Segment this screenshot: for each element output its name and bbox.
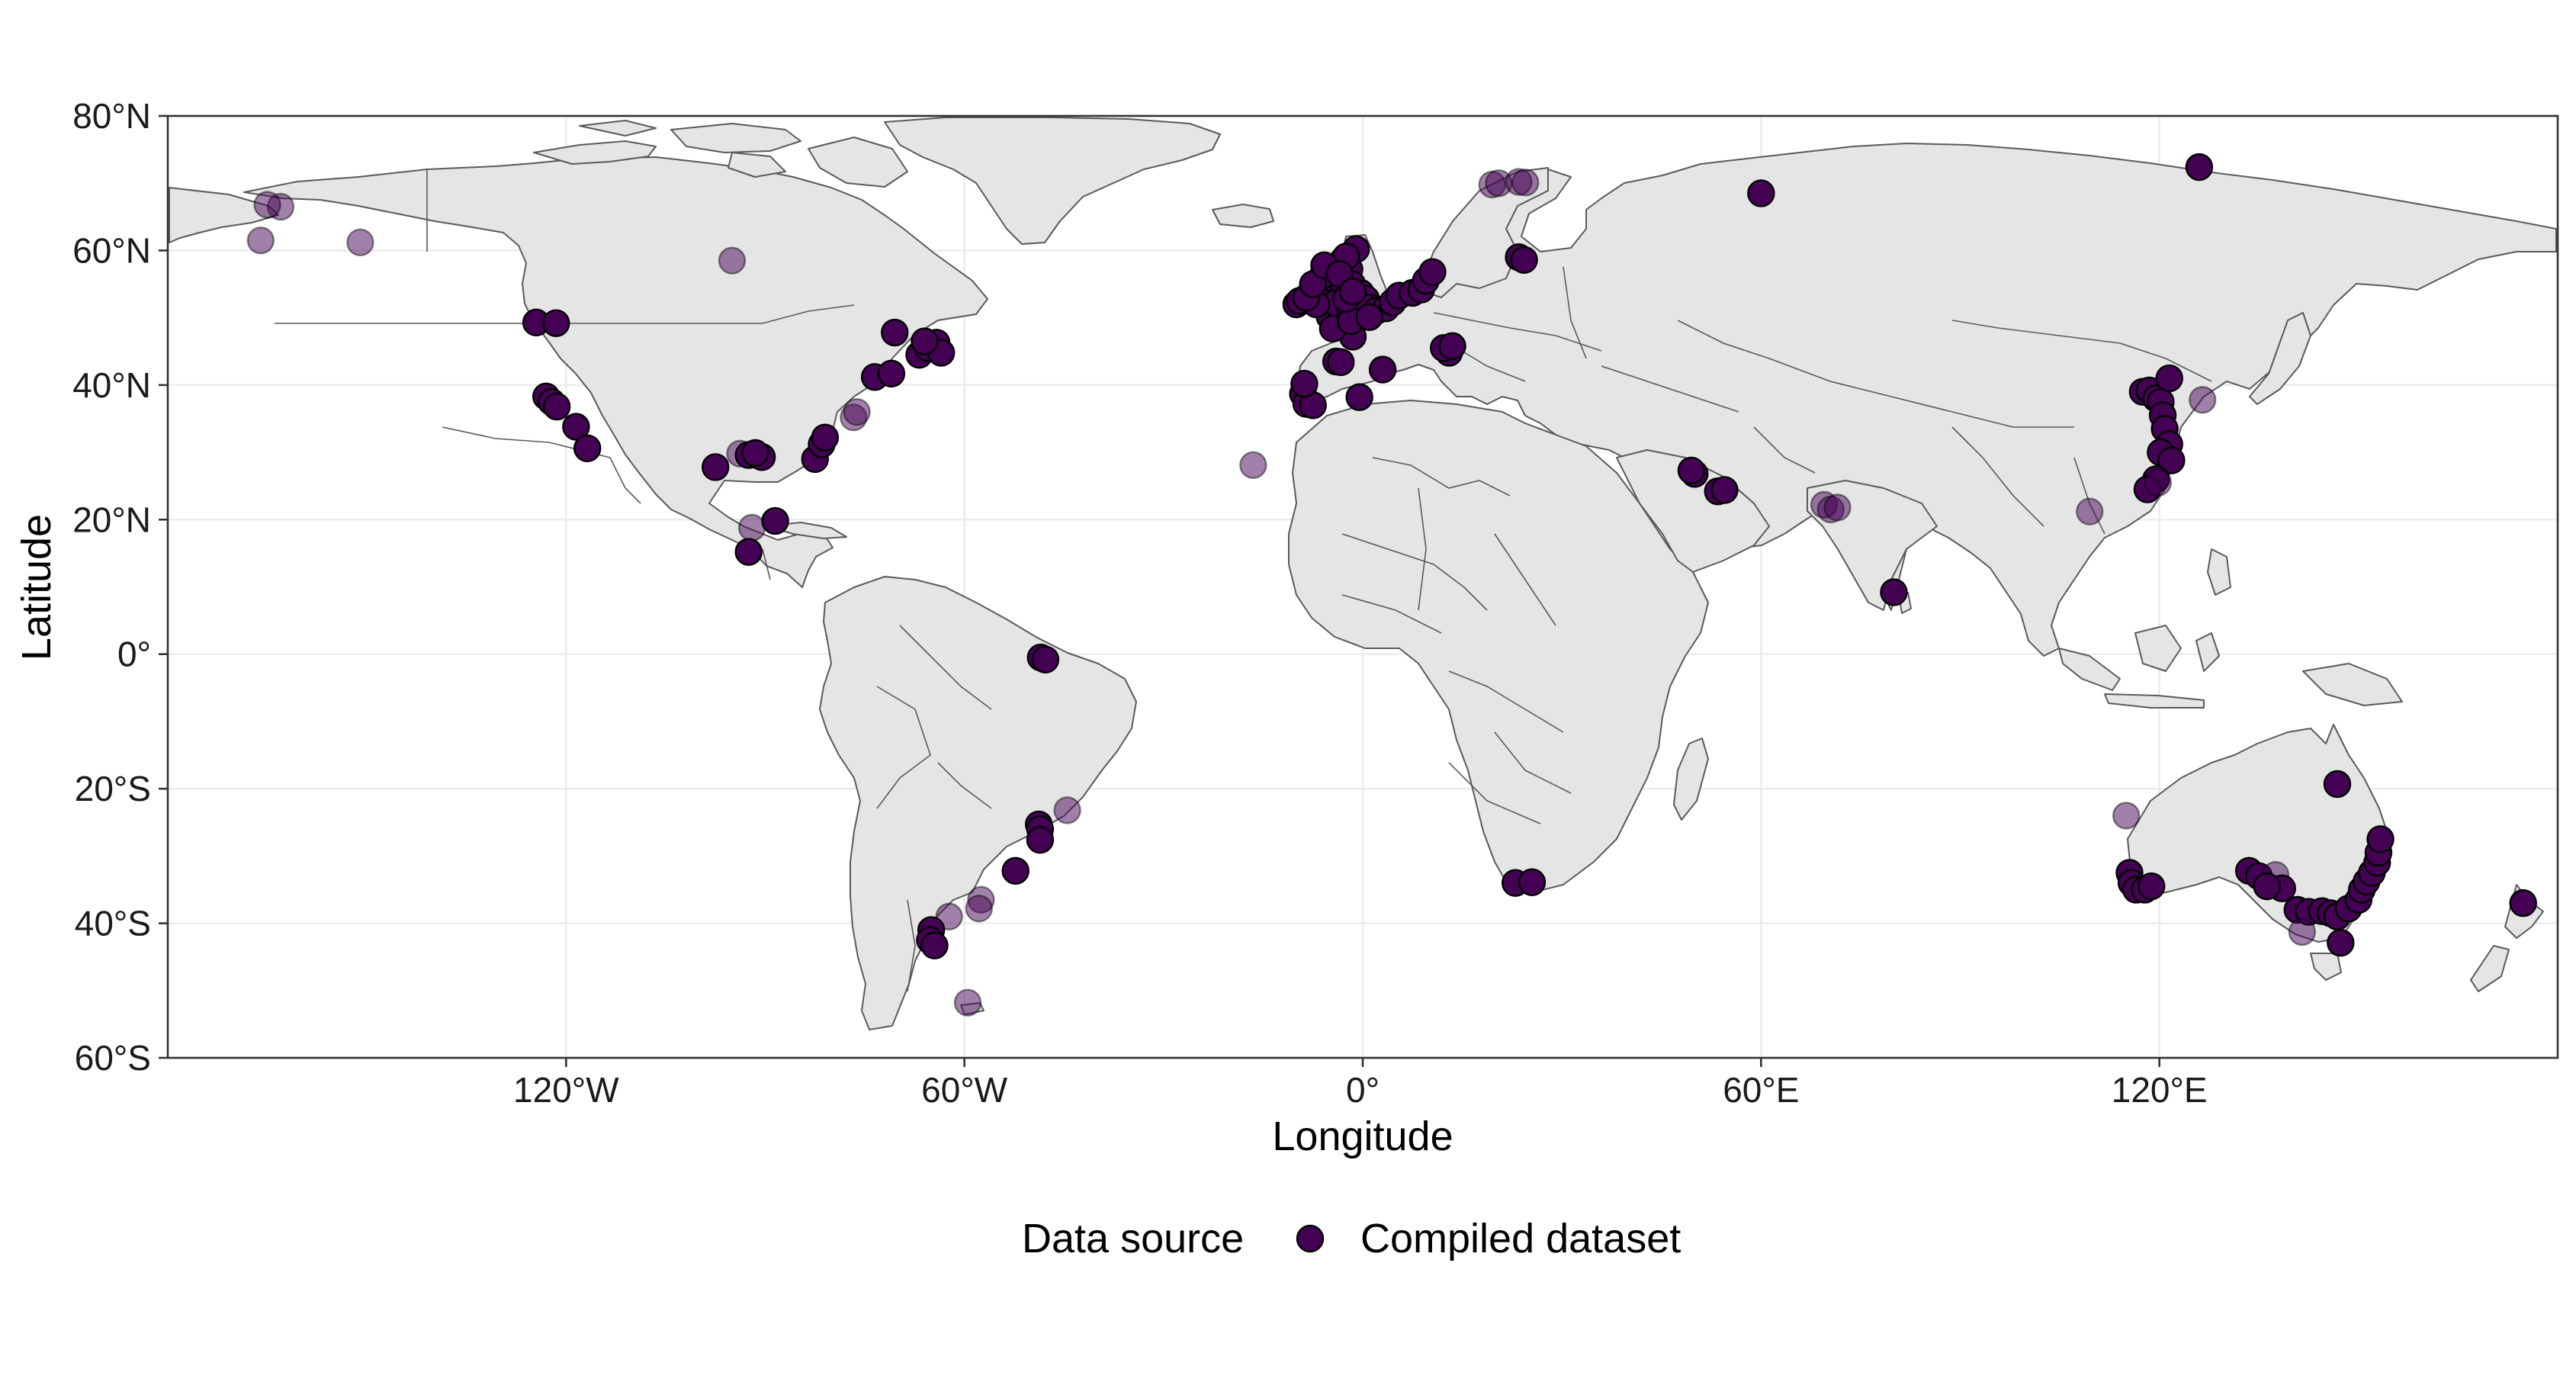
data-point [2076, 497, 2104, 525]
data-point [1880, 578, 1908, 606]
data-point [573, 434, 602, 462]
legend-title: Data source [1022, 1216, 1244, 1261]
data-point [2144, 468, 2173, 497]
data-point [1418, 258, 1447, 286]
data-point [2288, 918, 2317, 946]
data-point [737, 513, 766, 542]
data-point [1053, 796, 1081, 824]
legend: Data source Compiled dataset [1022, 1216, 1681, 1261]
data-point [246, 226, 275, 255]
landmass-africa [1288, 400, 1709, 893]
land-layer [169, 117, 2557, 1030]
data-point [920, 931, 949, 959]
data-point [953, 988, 982, 1017]
data-point [562, 413, 590, 441]
data-point [877, 359, 906, 388]
landmass-arabia [1616, 449, 1770, 573]
data-point [1368, 355, 1397, 384]
y-tick-label: 80°N [72, 96, 151, 136]
data-point [2189, 386, 2217, 414]
x-tick-label: 120°E [2112, 1070, 2208, 1110]
data-point [1518, 868, 1547, 896]
landmass-greenland [884, 117, 1221, 245]
data-point [718, 246, 747, 275]
data-point [346, 228, 374, 257]
data-point [1338, 278, 1367, 306]
x-tick-label: 60°E [1723, 1070, 1799, 1110]
axes: 120°W 60°W 0° 60°E 120°E 80°N 60°N 40°N 20°N 0° 20… [72, 96, 2207, 1110]
data-point [2366, 825, 2395, 853]
data-point [2155, 364, 2183, 393]
data-point [1510, 246, 1538, 274]
data-point [1355, 303, 1383, 331]
data-point [1511, 169, 1540, 197]
y-tick-label: 20°S [75, 769, 151, 808]
data-point [741, 439, 769, 468]
landmass-indonesia [2058, 548, 2403, 709]
data-point [965, 894, 994, 923]
data-point [2323, 770, 2352, 799]
data-point [1747, 179, 1775, 207]
data-point [911, 327, 939, 355]
data-point [1031, 645, 1060, 673]
landmass-arctic-islands [533, 120, 908, 188]
data-point [1290, 369, 1319, 398]
data-point [1001, 856, 1029, 885]
landmass-japan [2249, 312, 2311, 405]
y-tick-label: 40°S [75, 904, 151, 943]
landmass-scandinavia [1418, 167, 1549, 298]
data-point [253, 191, 281, 219]
data-point [1239, 451, 1267, 480]
legend-entry-label: Compiled dataset [1360, 1216, 1681, 1261]
data-point [2509, 889, 2537, 918]
data-point [1026, 825, 1055, 854]
y-tick-label: 0° [117, 635, 151, 674]
data-point [2112, 802, 2141, 830]
data-point [702, 453, 730, 481]
data-point [1823, 493, 1852, 522]
x-axis-title: Longitude [1272, 1114, 1453, 1159]
data-point [1677, 456, 1706, 485]
data-point [2253, 872, 2281, 901]
data-point [2138, 872, 2166, 901]
legend-key-marker [1296, 1224, 1325, 1253]
x-tick-label: 120°W [513, 1070, 619, 1110]
landmass-madagascar [1673, 738, 1709, 821]
data-point [1438, 332, 1466, 360]
y-axis-title: Latitude [14, 514, 59, 660]
data-point [811, 423, 840, 452]
y-tick-label: 20°N [72, 500, 151, 539]
y-tick-label: 60°S [75, 1038, 151, 1078]
y-tick-label: 60°N [72, 230, 151, 270]
data-point [1327, 348, 1355, 377]
x-tick-label: 60°W [921, 1070, 1008, 1110]
data-point [881, 318, 909, 347]
data-point [542, 309, 570, 337]
data-point [843, 397, 871, 426]
data-point [2185, 153, 2214, 182]
x-tick-label: 0° [1346, 1070, 1380, 1110]
landmass-iceland [1212, 204, 1274, 228]
data-point [1345, 383, 1373, 411]
data-point [2327, 928, 2355, 957]
data-point [761, 506, 789, 535]
data-point [1710, 476, 1739, 504]
data-points [246, 153, 2537, 1017]
data-point [2157, 446, 2186, 474]
data-point [542, 392, 571, 421]
y-tick-label: 40°N [72, 365, 151, 405]
data-point [734, 538, 763, 566]
